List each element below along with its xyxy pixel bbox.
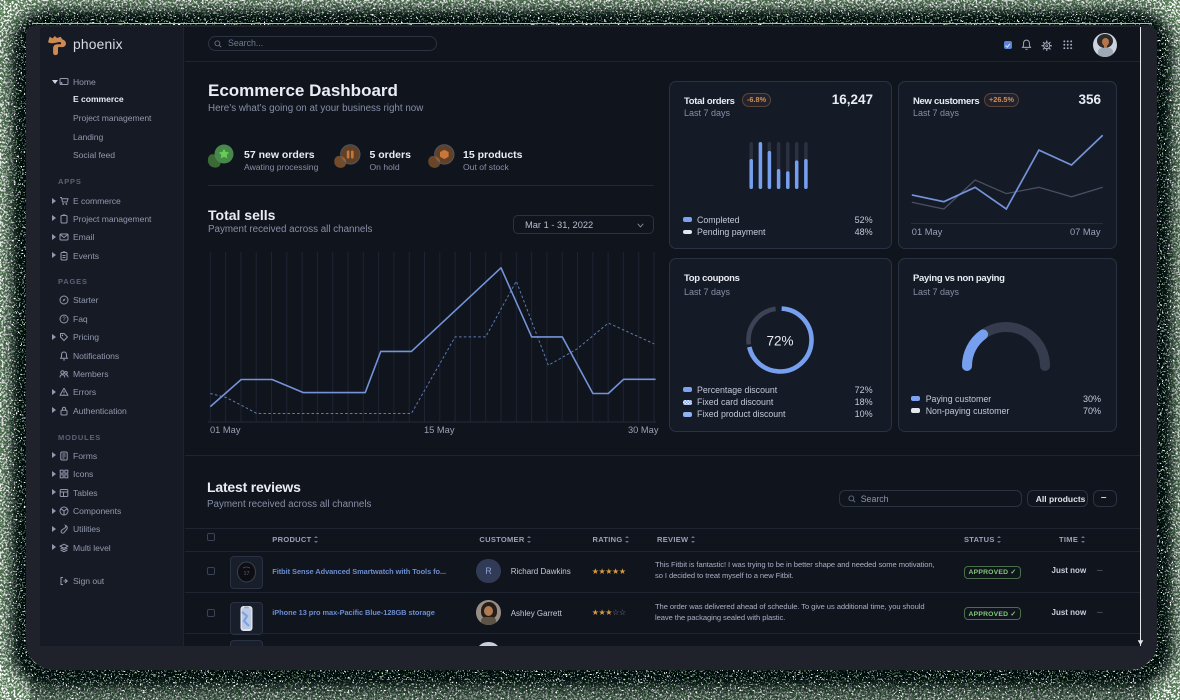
svg-text:?: ? bbox=[62, 317, 66, 323]
svg-text:72%: 72% bbox=[766, 333, 793, 348]
svg-text:17: 17 bbox=[243, 571, 249, 577]
